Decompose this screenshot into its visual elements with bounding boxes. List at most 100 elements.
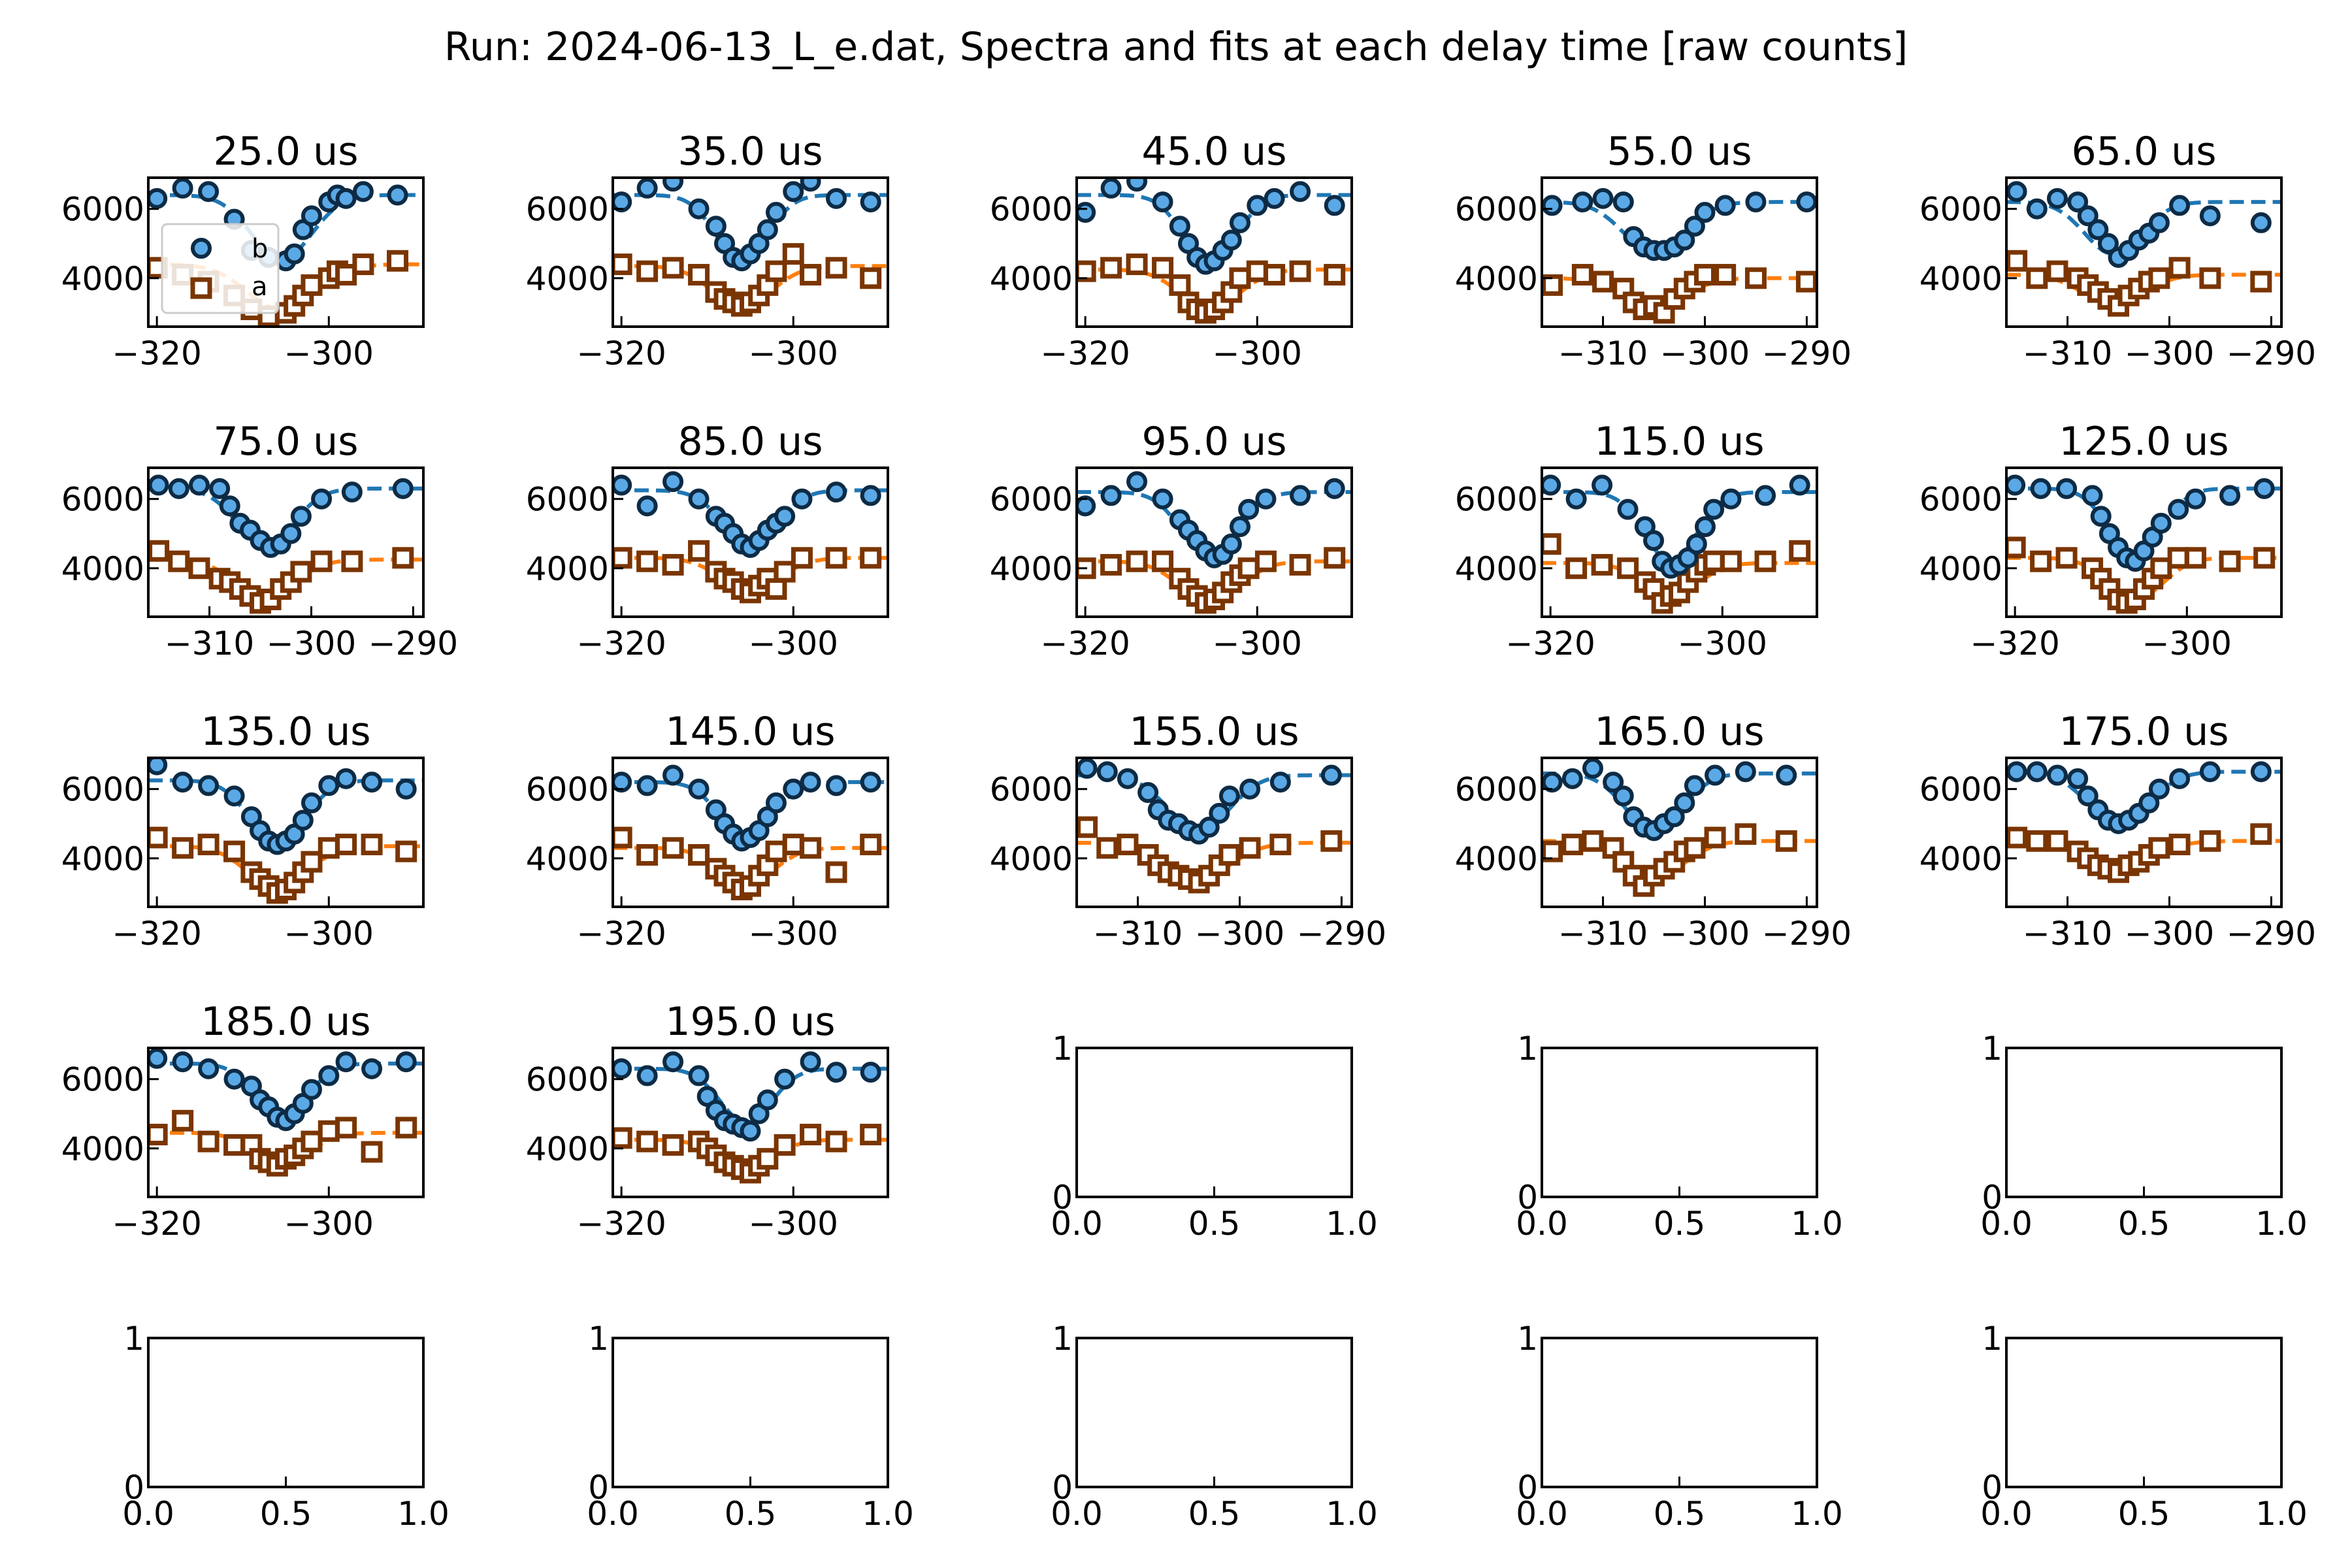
x-tick-label: −290: [1762, 915, 1852, 953]
x-tick-label: −310: [1558, 915, 1648, 953]
point-b: [1686, 533, 1707, 555]
point-a: [1100, 553, 1122, 576]
x-tick-label: −300: [749, 915, 838, 953]
point-a: [197, 834, 220, 856]
point-b: [2169, 195, 2191, 216]
point-b: [740, 1120, 761, 1142]
point-b: [1796, 191, 1817, 213]
point-a: [1714, 263, 1737, 286]
point-a: [1324, 263, 1346, 286]
y-tick-label: 0: [1982, 1469, 2002, 1507]
point-b: [662, 1051, 684, 1073]
subplot-14: 4000 6000 −310 −300 −290 165.0 us: [1455, 709, 1852, 953]
point-a: [1775, 830, 1797, 852]
point-a: [613, 826, 632, 849]
point-b: [613, 772, 632, 793]
subplot-title: 195.0 us: [665, 999, 835, 1045]
x-tick-label: 0.5: [1188, 1205, 1241, 1243]
point-b: [2185, 488, 2206, 510]
point-a: [774, 561, 796, 583]
point-a: [860, 1124, 882, 1146]
point-a: [2253, 547, 2276, 569]
point-a: [1592, 270, 1614, 293]
x-tick-label: −300: [749, 625, 838, 662]
subplot-title: 165.0 us: [1594, 709, 1764, 755]
subplot-8: 4000 6000 −320 −300 95.0 us: [990, 419, 1353, 662]
point-b: [1255, 488, 1277, 510]
y-tick-label: 0: [123, 1469, 144, 1507]
point-b: [301, 1079, 322, 1100]
x-tick-label: −300: [2125, 335, 2214, 372]
point-b: [662, 178, 684, 192]
point-a: [800, 837, 822, 859]
empty-axes-frame: [2005, 1337, 2283, 1488]
point-b: [284, 243, 305, 265]
empty-axes-frame: [147, 1337, 425, 1488]
point-a: [1744, 267, 1767, 289]
point-b: [301, 792, 322, 813]
y-tick-label: 0: [1052, 1469, 1073, 1507]
empty-axes-frame: [1541, 1047, 1818, 1198]
point-a: [1077, 816, 1098, 838]
point-b: [1100, 178, 1122, 199]
subplot-7: 4000 6000 −320 −300 85.0 us: [526, 419, 889, 662]
x-tick-label: 0.0: [1516, 1205, 1568, 1243]
point-a: [341, 550, 363, 572]
x-tick-label: −310: [165, 625, 254, 662]
subplot-title: 125.0 us: [2059, 419, 2229, 465]
point-a: [2199, 267, 2221, 289]
plot-area: [2006, 181, 2281, 317]
point-b: [1229, 212, 1250, 233]
point-a: [361, 834, 383, 856]
subplot-title: 65.0 us: [2072, 129, 2217, 174]
point-b: [688, 198, 710, 220]
plot-area: [1077, 758, 1352, 894]
point-b: [2006, 761, 2027, 783]
point-b: [1674, 229, 1695, 251]
point-a: [392, 547, 414, 569]
point-b: [335, 1051, 357, 1073]
axes-frame: [1541, 757, 1818, 908]
point-a: [148, 540, 170, 562]
point-a: [688, 843, 710, 866]
point-b: [2077, 205, 2099, 227]
point-a: [1324, 547, 1346, 569]
x-tick-label: −300: [1678, 625, 1767, 662]
axes-frame: [2005, 176, 2283, 328]
legend-label-b: b: [252, 234, 268, 264]
point-a: [1218, 843, 1241, 866]
point-b: [1239, 778, 1261, 800]
point-b: [1720, 488, 1742, 510]
point-b: [198, 181, 220, 203]
point-a: [1542, 274, 1563, 296]
x-tick-label: 1.0: [2255, 1495, 2308, 1533]
subplot-20: 0.0 0.5 1.0 0 1: [1980, 1030, 2308, 1243]
point-b: [1542, 195, 1563, 216]
point-b: [636, 495, 658, 517]
empty-axes-frame: [2005, 1047, 2283, 1198]
point-a: [387, 250, 409, 272]
x-tick-label: −300: [267, 625, 356, 662]
point-a: [301, 1130, 323, 1152]
empty-axes-frame: [1541, 1337, 1818, 1488]
point-b: [688, 778, 710, 800]
axes-frame: [1075, 466, 1353, 618]
subplot-15: 4000 6000 −310 −300 −290 175.0 us: [1919, 709, 2316, 953]
x-tick-label: −290: [1297, 915, 1386, 953]
point-b: [292, 809, 314, 831]
axes-frame: [147, 466, 425, 618]
subplot-title: 35.0 us: [678, 129, 823, 174]
point-a: [774, 1134, 796, 1156]
x-tick-label: 1.0: [1326, 1495, 1378, 1533]
legend-marker-b: [191, 238, 212, 259]
point-b: [1126, 178, 1148, 192]
axes-frame: [1075, 176, 1353, 328]
point-b: [1694, 202, 1716, 223]
point-b: [2046, 188, 2068, 209]
point-b: [1684, 775, 1705, 796]
fit-line-a: [148, 1130, 423, 1166]
point-b: [395, 1051, 417, 1073]
x-tick-label: 0.5: [1188, 1495, 1241, 1533]
subplot-title: 45.0 us: [1142, 129, 1287, 174]
point-a: [825, 861, 847, 883]
